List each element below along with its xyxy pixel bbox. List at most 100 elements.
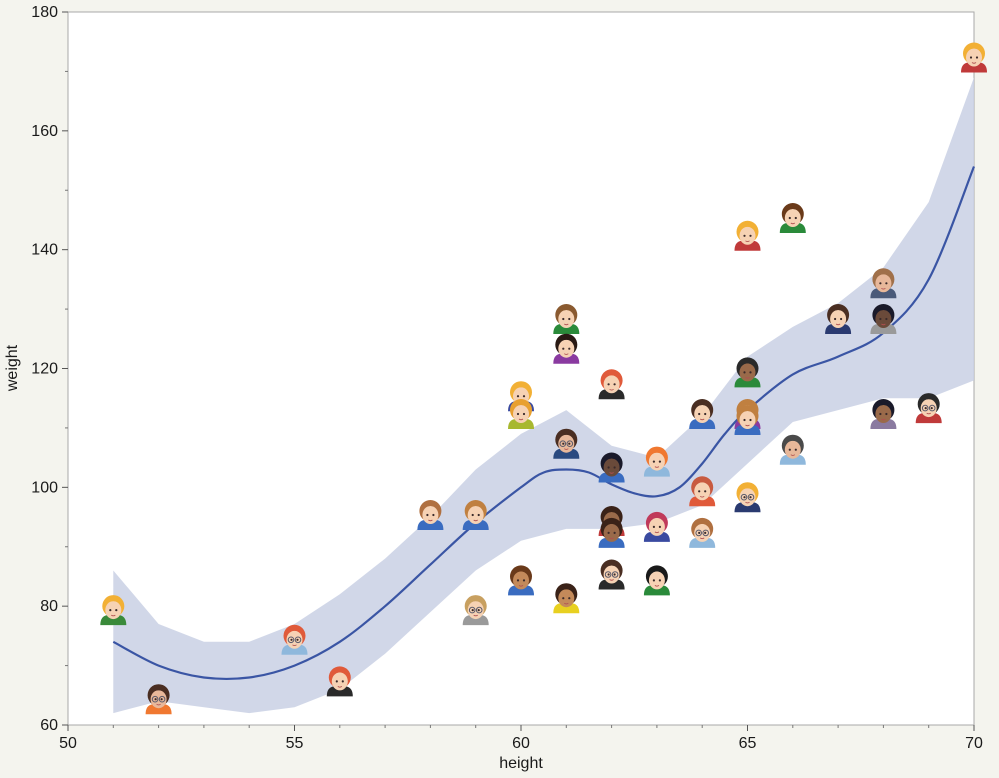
person-mouth: [156, 703, 161, 706]
person-face-icon: [467, 506, 484, 524]
data-point: [553, 304, 580, 334]
person-face-icon: [558, 310, 575, 328]
person-mouth: [699, 537, 705, 540]
person-shirt: [689, 419, 716, 429]
person-mouth: [564, 353, 569, 355]
person-mouth: [745, 424, 750, 427]
person-eye: [794, 216, 797, 220]
person-fringe: [148, 685, 169, 696]
data-point: [553, 333, 580, 364]
person-fringe: [782, 204, 803, 214]
person-shirt: [598, 579, 625, 590]
person-shirt: [553, 448, 580, 459]
person-face-icon: [286, 630, 303, 649]
person-eye: [613, 466, 616, 469]
person-face-icon: [920, 399, 937, 418]
person-face-icon: [694, 482, 711, 501]
person-mouth: [926, 412, 931, 415]
person-fringe: [465, 596, 486, 607]
confidence-band-layer: [113, 77, 975, 714]
person-fringe: [465, 501, 486, 511]
person-fringe: [737, 483, 758, 494]
person-mouth: [609, 579, 614, 581]
data-point: [598, 369, 625, 400]
person-eye: [154, 698, 157, 701]
person-eye: [879, 317, 882, 321]
person-fringe: [737, 406, 758, 416]
person-mouth: [971, 62, 977, 64]
x-tick-label: 50: [59, 735, 77, 752]
person-eye: [652, 579, 655, 582]
person-eye: [522, 579, 526, 582]
glasses-icon: [151, 695, 159, 703]
person-face-icon: [603, 523, 620, 542]
data-point: [508, 399, 534, 429]
person-mouth: [699, 418, 705, 421]
person-shirt: [462, 615, 489, 626]
person-shirt: [553, 353, 580, 364]
glasses-icon: [611, 571, 619, 578]
person-shirt: [598, 472, 625, 483]
person-mouth: [292, 644, 297, 646]
y-tick-label: 160: [31, 123, 58, 140]
person-eye: [613, 531, 616, 534]
glasses-icon: [158, 695, 166, 703]
person-face-icon: [603, 565, 620, 584]
data-point: [689, 517, 716, 548]
person-fringe: [692, 400, 713, 410]
person-fringe: [556, 305, 577, 315]
person-eye: [743, 234, 746, 237]
data-point: [598, 517, 625, 548]
person-eye: [613, 573, 616, 576]
person-shirt: [417, 520, 444, 530]
data-point: [145, 684, 172, 715]
person-mouth: [609, 537, 614, 540]
y-tick-label: 140: [31, 242, 58, 259]
person-shirt: [326, 686, 353, 697]
person-mouth: [835, 323, 841, 326]
data-points-layer: [100, 42, 987, 715]
glasses-icon: [928, 404, 936, 412]
glasses-icon: [747, 493, 755, 501]
person-fringe: [646, 447, 667, 458]
person-eye: [788, 216, 791, 220]
person-eye: [743, 496, 746, 499]
person-fringe: [601, 453, 622, 464]
person-eye: [704, 490, 707, 493]
person-shirt: [462, 520, 489, 530]
person-mouth: [564, 448, 569, 450]
data-point: [100, 595, 127, 626]
person-shirt: [553, 603, 580, 614]
person-eye: [885, 282, 888, 285]
person-mouth: [881, 418, 886, 421]
person-eye: [788, 448, 791, 451]
person-eye: [658, 460, 661, 463]
person-fringe: [692, 518, 713, 529]
person-eye: [743, 418, 746, 422]
person-eye: [471, 513, 474, 517]
person-mouth: [654, 531, 660, 534]
person-eye: [471, 609, 474, 612]
axes-layer: 50 55 60 65 70 60 80 100 120 140 160 180: [31, 4, 983, 752]
person-shirt: [870, 324, 897, 334]
person-shirt: [779, 223, 806, 233]
data-point: [553, 583, 580, 614]
person-eye: [607, 531, 610, 534]
fit-curve-layer: [112, 166, 976, 681]
person-eye: [568, 347, 571, 350]
person-shirt: [598, 537, 625, 548]
person-shirt: [145, 704, 172, 715]
person-shirt: [825, 324, 852, 334]
person-eye: [658, 579, 661, 582]
person-mouth: [745, 240, 750, 242]
person-eye: [516, 579, 520, 582]
person-mouth: [609, 388, 614, 391]
data-point: [870, 268, 897, 299]
data-point: [734, 220, 761, 251]
person-eye: [290, 638, 293, 641]
person-mouth: [881, 323, 886, 326]
person-eye: [607, 573, 610, 576]
person-fringe: [873, 269, 894, 280]
person-fringe: [511, 382, 531, 393]
